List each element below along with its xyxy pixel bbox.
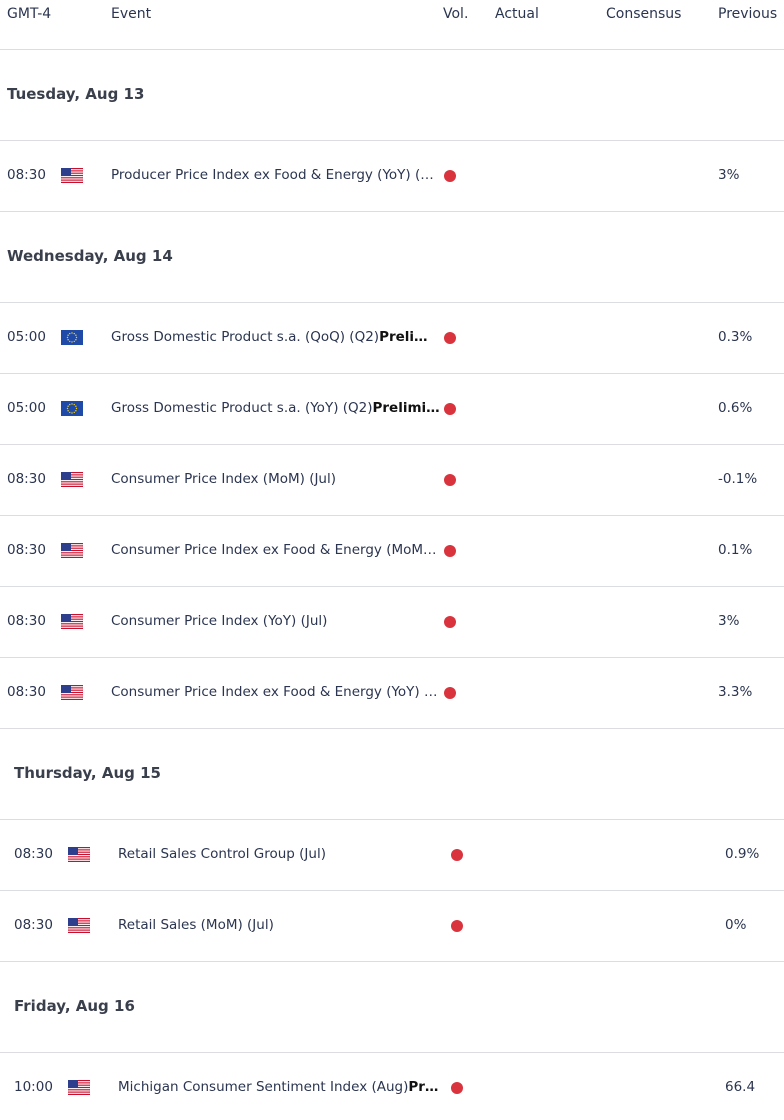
volatility-dot [451, 849, 463, 861]
country-flag [61, 330, 83, 345]
day-label: Wednesday, Aug 14 [7, 247, 173, 265]
event-time: 08:30 [7, 542, 46, 558]
column-header: Event [111, 6, 152, 22]
volatility-dot [444, 332, 456, 344]
previous-value: 0.6% [718, 400, 753, 416]
divider [0, 657, 784, 658]
event-time: 05:00 [7, 329, 46, 345]
day-label: Thursday, Aug 15 [14, 764, 161, 782]
event-text: Consumer Price Index ex Food & Energy (Y… [111, 684, 438, 700]
country-flag [60, 471, 84, 488]
day-label: Tuesday, Aug 13 [7, 85, 145, 103]
divider [0, 140, 784, 141]
volatility-dot [444, 170, 456, 182]
event-text-bold: Prelimi… [372, 400, 440, 416]
previous-value: 3% [718, 167, 740, 183]
event-time: 08:30 [14, 846, 53, 862]
event-name: Consumer Price Index ex Food & Energy (M… [111, 542, 437, 558]
event-name: Consumer Price Index (YoY) (Jul) [111, 613, 327, 629]
divider [0, 890, 784, 891]
country-flag [60, 684, 84, 701]
country-flag [67, 917, 91, 934]
divider [0, 586, 784, 587]
country-flag [60, 542, 84, 559]
previous-value: 0.1% [718, 542, 753, 558]
column-header: Vol. [443, 6, 469, 22]
divider [0, 211, 784, 212]
divider [0, 373, 784, 374]
divider [0, 515, 784, 516]
previous-value: 3% [718, 613, 740, 629]
event-text: Gross Domestic Product s.a. (YoY) (Q2) [111, 400, 373, 416]
previous-value: 0.3% [718, 329, 753, 345]
event-time: 08:30 [7, 684, 46, 700]
event-text: Producer Price Index ex Food & Energy (Y… [111, 167, 434, 183]
event-name: Michigan Consumer Sentiment Index (Aug)P… [118, 1079, 438, 1095]
country-flag [67, 846, 91, 863]
event-text: Gross Domestic Product s.a. (QoQ) (Q2) [111, 329, 380, 345]
previous-value: 66.4 [725, 1079, 756, 1095]
country-flag [60, 613, 84, 630]
event-time: 10:00 [14, 1079, 53, 1095]
event-text: Michigan Consumer Sentiment Index (Aug) [118, 1079, 409, 1095]
divider [0, 302, 784, 303]
country-flag [67, 1079, 91, 1096]
volatility-dot [444, 616, 456, 628]
event-time: 08:30 [7, 613, 46, 629]
volatility-dot [444, 474, 456, 486]
previous-value: 3.3% [718, 684, 753, 700]
event-text: Retail Sales (MoM) (Jul) [118, 917, 274, 933]
column-header: GMT-4 [7, 6, 52, 22]
volatility-dot [444, 545, 456, 557]
event-text: Consumer Price Index (YoY) (Jul) [111, 613, 328, 629]
day-label: Friday, Aug 16 [14, 997, 135, 1015]
divider [0, 961, 784, 962]
column-header: Actual [495, 6, 539, 22]
event-name: Gross Domestic Product s.a. (QoQ) (Q2)Pr… [111, 329, 428, 345]
event-name: Retail Sales (MoM) (Jul) [118, 917, 274, 933]
event-time: 05:00 [7, 400, 46, 416]
event-time: 08:30 [7, 471, 46, 487]
event-name: Producer Price Index ex Food & Energy (Y… [111, 167, 434, 183]
event-name: Gross Domestic Product s.a. (YoY) (Q2)Pr… [111, 400, 440, 416]
event-time: 08:30 [14, 917, 53, 933]
volatility-dot [444, 687, 456, 699]
country-flag [60, 167, 84, 184]
divider [0, 819, 784, 820]
event-text: Retail Sales Control Group (Jul) [118, 846, 326, 862]
event-text: Consumer Price Index ex Food & Energy (M… [111, 542, 437, 558]
event-name: Retail Sales Control Group (Jul) [118, 846, 326, 862]
previous-value: 0.9% [725, 846, 760, 862]
divider [0, 728, 784, 729]
divider [0, 444, 784, 445]
divider [0, 49, 784, 50]
previous-value: 0% [725, 917, 747, 933]
divider [0, 1052, 784, 1053]
volatility-dot [451, 920, 463, 932]
column-header: Consensus [606, 6, 682, 22]
event-text-bold: Preli… [379, 329, 428, 345]
event-text-bold: Pr… [408, 1079, 439, 1095]
event-text: Consumer Price Index (MoM) (Jul) [111, 471, 337, 487]
event-time: 08:30 [7, 167, 46, 183]
country-flag [61, 401, 83, 416]
previous-value: -0.1% [718, 471, 758, 487]
volatility-dot [451, 1082, 463, 1094]
event-name: Consumer Price Index (MoM) (Jul) [111, 471, 336, 487]
column-header: Previous [718, 6, 778, 22]
volatility-dot [444, 403, 456, 415]
event-name: Consumer Price Index ex Food & Energy (Y… [111, 684, 437, 700]
